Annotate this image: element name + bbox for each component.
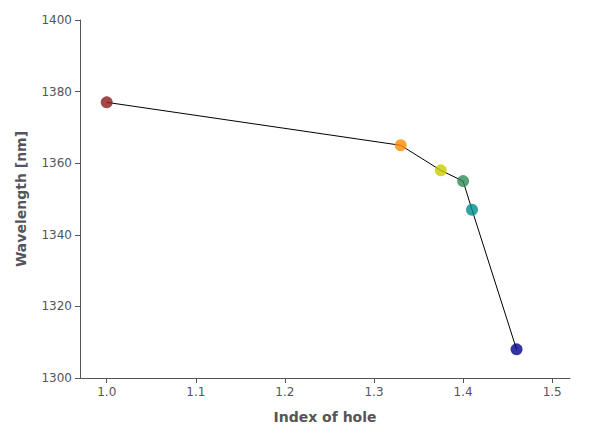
svg-text:1.0: 1.0 (97, 385, 116, 399)
svg-text:1380: 1380 (41, 85, 72, 99)
svg-text:1.5: 1.5 (543, 385, 562, 399)
svg-text:1340: 1340 (41, 228, 72, 242)
svg-text:1400: 1400 (41, 13, 72, 27)
svg-text:1300: 1300 (41, 371, 72, 385)
svg-text:1320: 1320 (41, 299, 72, 313)
svg-text:1.4: 1.4 (454, 385, 473, 399)
svg-text:1.1: 1.1 (186, 385, 205, 399)
svg-text:1.2: 1.2 (275, 385, 294, 399)
svg-text:Wavelength [nm]: Wavelength [nm] (13, 131, 29, 267)
svg-text:Index of hole: Index of hole (273, 409, 376, 425)
svg-text:1.3: 1.3 (364, 385, 383, 399)
svg-text:1360: 1360 (41, 156, 72, 170)
